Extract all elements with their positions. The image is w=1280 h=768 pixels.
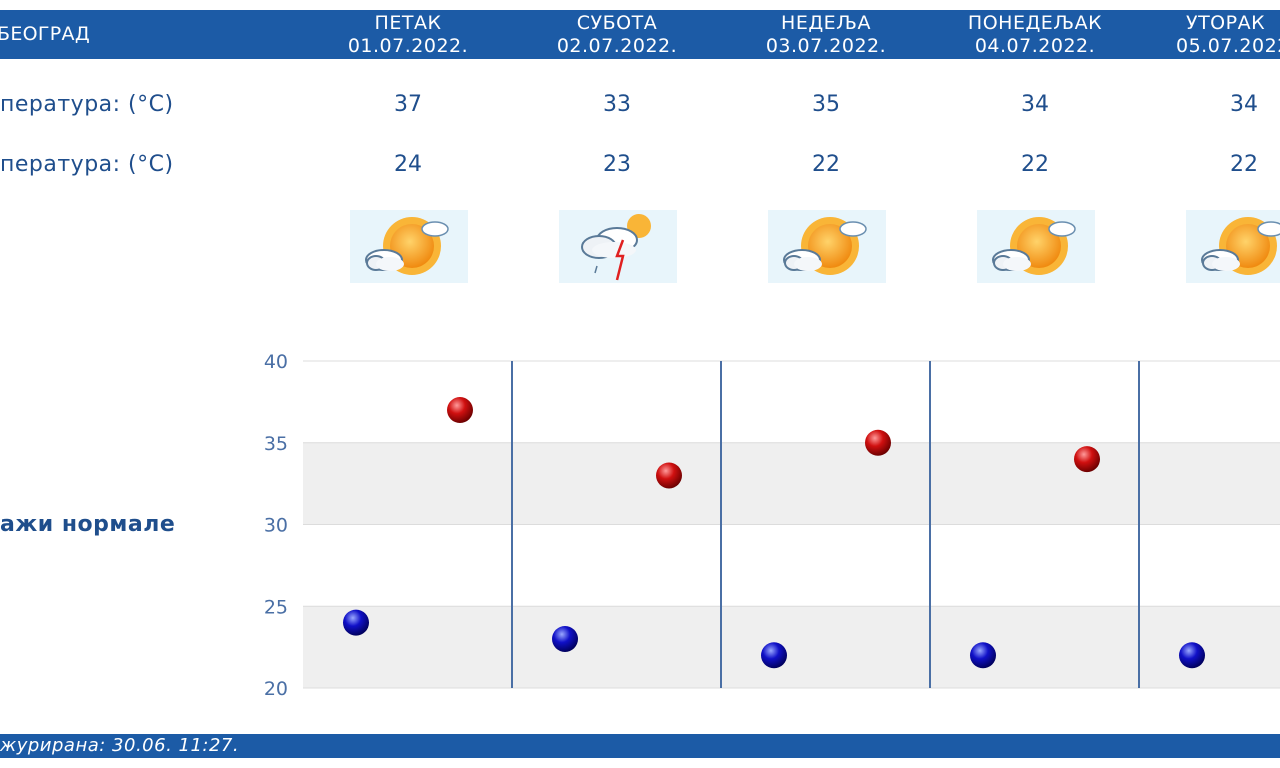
chart-band: [303, 606, 1280, 688]
show-normals-toggle[interactable]: ажи нормале: [0, 512, 176, 537]
min-temp-point: [970, 642, 996, 669]
max-temp-value: 33: [603, 92, 631, 117]
chart-y-tick: 35: [264, 433, 288, 455]
min-temp-point: [552, 625, 578, 652]
chart-band: [303, 361, 1280, 443]
max-temp-point: [1074, 446, 1100, 473]
min-temp-value: 24: [394, 152, 422, 177]
max-temp-label: пература: (°C): [0, 92, 174, 117]
day-header-3: НЕДЕЉА 03.07.2022.: [726, 12, 926, 58]
thunderstorm-rain-icon: [559, 210, 677, 283]
day-header-2: СУБОТА 02.07.2022.: [517, 12, 717, 58]
min-temp-value: 23: [603, 152, 631, 177]
min-temp-point: [761, 642, 787, 669]
max-temp-value: 34: [1021, 92, 1049, 117]
header-bar: [0, 10, 1280, 59]
min-temp-value: 22: [812, 152, 840, 177]
day-date: 01.07.2022.: [347, 35, 469, 57]
chart-y-tick: 40: [264, 351, 288, 373]
min-temp-label: пература: (°C): [0, 152, 174, 177]
min-temp-point: [343, 609, 369, 636]
min-temp-value: 22: [1230, 152, 1258, 177]
min-temp-value: 22: [1021, 152, 1049, 177]
max-temp-point: [865, 429, 891, 456]
min-temp-point: [1179, 642, 1205, 669]
max-temp-value: 35: [812, 92, 840, 117]
city-name: БЕОГРАД: [0, 23, 90, 45]
day-date: 02.07.2022.: [556, 35, 678, 57]
day-date: 04.07.2022.: [974, 35, 1096, 57]
partly-cloudy-sun-icon: [768, 210, 886, 283]
footer-bar: [0, 734, 1280, 758]
chart-band: [303, 442, 1280, 525]
temperature-chart: 40 35 30 25 20: [264, 351, 1280, 700]
chart-y-tick: 20: [264, 678, 288, 700]
chart-y-tick: 30: [264, 515, 288, 537]
max-temp-point: [656, 462, 682, 489]
day-name: УТОРАК: [1186, 12, 1266, 34]
day-name: СУБОТА: [576, 12, 658, 34]
last-updated: журирана: 30.06. 11:27.: [0, 735, 240, 756]
chart-band: [303, 524, 1280, 607]
day-date: 05.07.2022.: [1176, 35, 1280, 57]
day-header-1: ПЕТАК 01.07.2022.: [308, 12, 508, 58]
day-name: НЕДЕЉА: [781, 12, 871, 34]
partly-cloudy-sun-icon: [350, 210, 468, 283]
day-name: ПЕТАК: [374, 12, 442, 34]
day-date: 03.07.2022.: [765, 35, 887, 57]
max-temp-value: 37: [394, 92, 422, 117]
day-name: ПОНЕДЕЉАК: [967, 12, 1103, 34]
day-header-5: УТОРАК 05.07.2022.: [1144, 12, 1280, 58]
day-header-4: ПОНЕДЕЉАК 04.07.2022.: [935, 12, 1135, 58]
max-temp-value: 34: [1230, 92, 1258, 117]
partly-cloudy-sun-icon: [1186, 210, 1280, 283]
chart-y-tick: 25: [264, 596, 288, 618]
max-temp-point: [447, 397, 473, 424]
partly-cloudy-sun-icon: [977, 210, 1095, 283]
